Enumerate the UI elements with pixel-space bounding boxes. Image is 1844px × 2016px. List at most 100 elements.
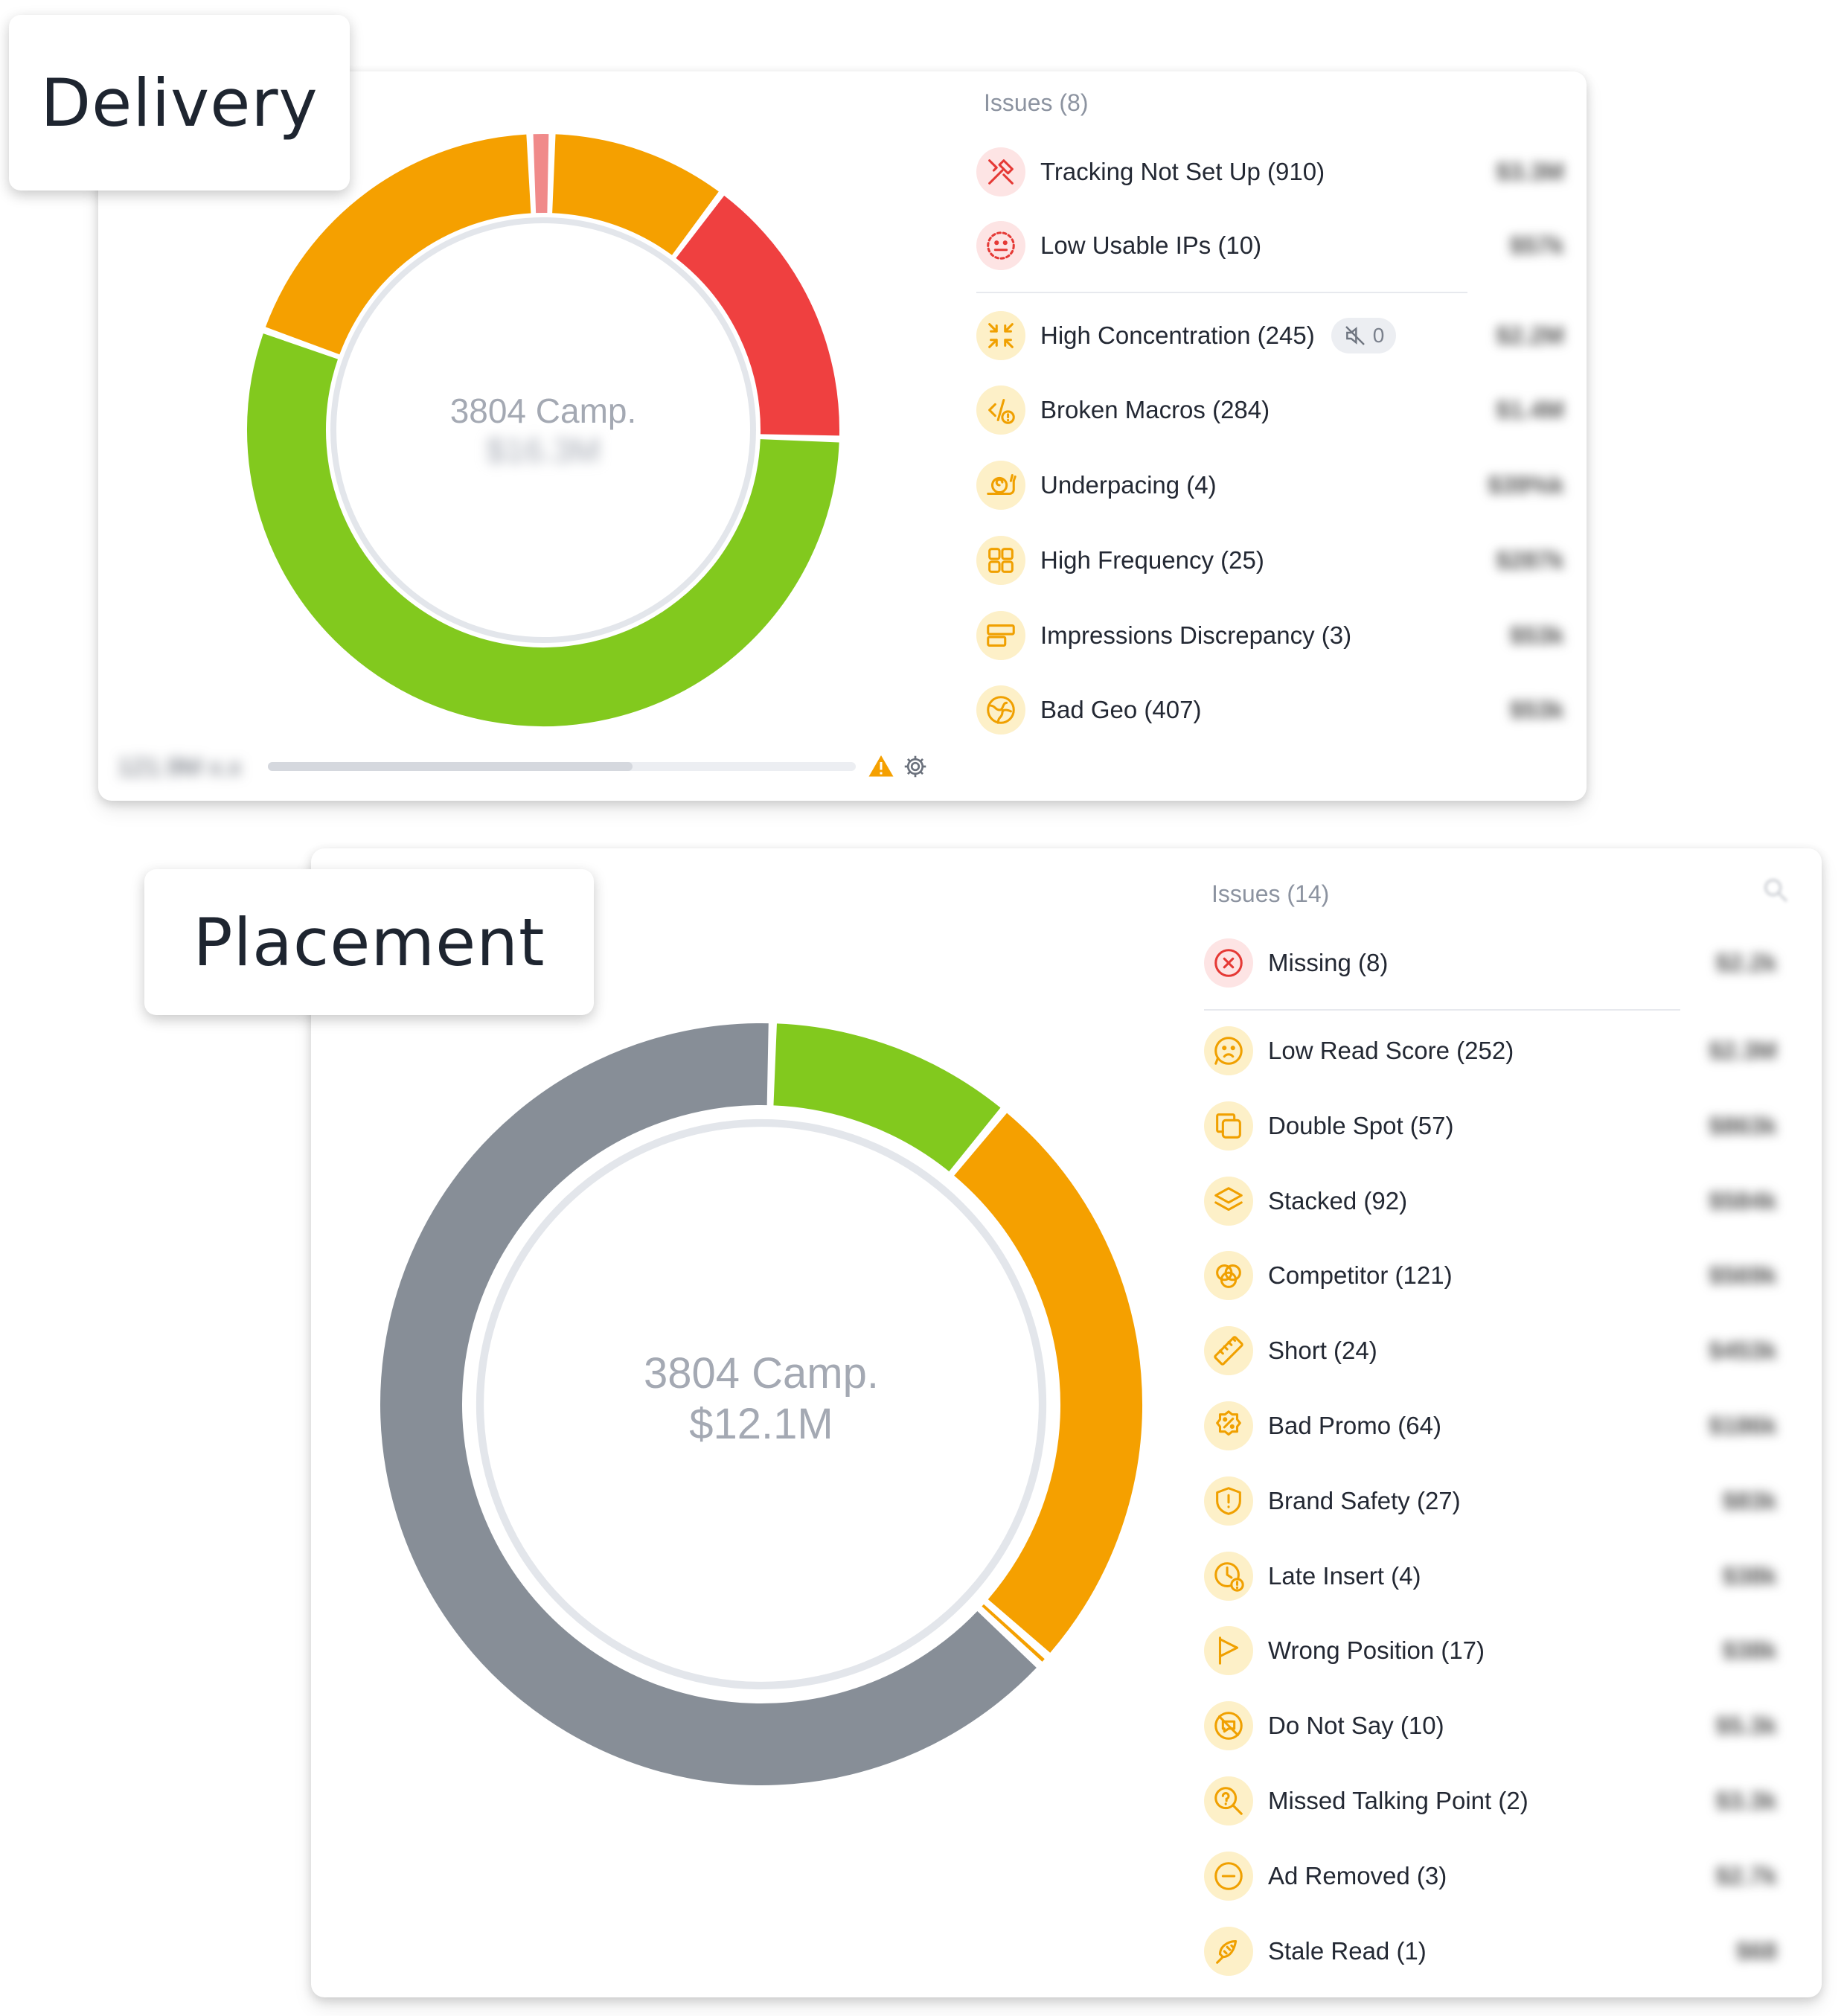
delivery-footer-stat: 121.9M x.x	[118, 753, 242, 781]
delivery-donut-inner-ring	[330, 217, 756, 643]
delivery-donut-segment-3[interactable]	[247, 333, 839, 726]
placement-issue-row[interactable]: Ad Removed (3) $2.7k	[1204, 1843, 1777, 1910]
placement-donut-segment-2[interactable]	[953, 1113, 1142, 1653]
code-warning-icon	[976, 385, 1025, 435]
placement-donut-segment-3[interactable]	[982, 1604, 1045, 1662]
placement-camp-count: 3804 Camp.	[644, 1349, 879, 1398]
delivery-issue-row[interactable]: Broken Macros (284) $1.4M	[976, 377, 1564, 444]
placement-issue-label: Do Not Say (10)	[1268, 1712, 1444, 1740]
bars-icon	[976, 611, 1025, 660]
compress-arrows-icon	[976, 311, 1025, 360]
placement-issue-label: Bad Promo (64)	[1268, 1412, 1441, 1439]
layers-icon	[1204, 1176, 1253, 1226]
placement-issue-row[interactable]: Late Insert (4) $38k	[1204, 1543, 1777, 1610]
delivery-issue-label: High Frequency (25)	[1040, 546, 1264, 574]
delivery-issue-label: Low Usable IPs (10)	[1040, 231, 1262, 259]
neutral-face-icon	[976, 221, 1025, 270]
delivery-issue-label: High Concentration (245)	[1040, 321, 1315, 349]
placement-issue-label: Missing (8)	[1268, 949, 1389, 976]
delivery-issues-divider	[976, 292, 1467, 293]
delivery-donut-segment-4[interactable]	[265, 134, 532, 356]
venn-icon	[1204, 1251, 1253, 1301]
delivery-donut-segment-2[interactable]	[675, 195, 839, 436]
placement-issues-header: Issues (14)	[1211, 880, 1330, 907]
delivery-issue-label: Impressions Discrepancy (3)	[1040, 621, 1352, 649]
delivery-section-label: Delivery	[9, 15, 350, 191]
delivery-issue-label: Underpacing (4)	[1040, 471, 1217, 499]
placement-section-label: Placement	[144, 869, 594, 1015]
placement-issue-row[interactable]: Missing (8) $2.2k	[1204, 929, 1777, 996]
placement-donut-inner-ring	[476, 1119, 1047, 1690]
delivery-issue-row[interactable]: Tracking Not Set Up (910) $3.3M	[976, 138, 1564, 205]
delivery-issue-row[interactable]: High Concentration (245) 0 $2.2M	[976, 302, 1564, 369]
placement-title: Placement	[193, 903, 545, 981]
placement-issue-value: $3.3k	[1715, 1787, 1777, 1814]
shield-icon	[1204, 1476, 1253, 1526]
placement-issue-row[interactable]: Short (24) $453k	[1204, 1317, 1777, 1384]
placement-issue-row[interactable]: Double Spot (57) $863k	[1204, 1092, 1777, 1159]
delivery-total-amount: $16.3M	[486, 431, 601, 470]
delivery-donut-segment-1[interactable]	[551, 134, 719, 256]
placement-donut-chart	[380, 1023, 1142, 1785]
placement-issue-value: $453k	[1709, 1337, 1777, 1365]
clock-warning-icon	[1204, 1551, 1253, 1601]
delivery-progress-fill	[268, 762, 633, 771]
globe-icon	[976, 685, 1025, 735]
delivery-camp-count: 3804 Camp.	[449, 391, 637, 430]
placement-issue-label: Competitor (121)	[1268, 1261, 1453, 1290]
delivery-issue-row[interactable]: Low Usable IPs (10) $57k	[976, 212, 1564, 279]
speaker-muted-icon	[1345, 326, 1365, 345]
delivery-issue-value: $57k	[1509, 231, 1564, 259]
delivery-issue-value: $1.4M	[1496, 396, 1564, 423]
placement-issue-label: Missed Talking Point (2)	[1268, 1787, 1528, 1814]
placement-issue-label: Stale Read (1)	[1268, 1936, 1427, 1965]
flag-icon	[1204, 1626, 1253, 1676]
delivery-issue-label: Bad Geo (407)	[1040, 696, 1202, 723]
placement-issue-value: $2.3M	[1709, 1037, 1777, 1064]
ruler-icon	[1204, 1326, 1253, 1376]
placement-issue-row[interactable]: Bad Promo (64) $186k	[1204, 1392, 1777, 1459]
delivery-issue-value: $3.3M	[1496, 158, 1564, 185]
placement-issue-row[interactable]: Brand Safety (27) $83k	[1204, 1468, 1777, 1535]
delivery-card	[98, 71, 1587, 801]
placement-donut-segment-1[interactable]	[772, 1023, 1001, 1172]
delivery-issue-label: Broken Macros (284)	[1040, 396, 1270, 423]
tools-icon	[976, 147, 1025, 196]
placement-issue-value: $5.3k	[1715, 1712, 1777, 1740]
delivery-issue-row[interactable]: Bad Geo (407) $53k	[976, 676, 1564, 743]
placement-issue-row[interactable]: Stacked (92) $584k	[1204, 1168, 1777, 1235]
delivery-issues-header: Issues (8)	[984, 89, 1089, 116]
percent-badge-icon	[1204, 1401, 1253, 1450]
placement-issue-row[interactable]: Stale Read (1) $68	[1204, 1918, 1777, 1985]
placement-issues-divider	[1204, 1009, 1680, 1011]
settings-gear-icon[interactable]	[902, 753, 929, 780]
placement-issue-row[interactable]: Low Read Score (252) $2.3M	[1204, 1017, 1777, 1084]
delivery-issue-row[interactable]: Impressions Discrepancy (3) $53k	[976, 602, 1564, 669]
placement-issue-value: $38k	[1722, 1636, 1777, 1665]
placement-issue-value: $83k	[1722, 1486, 1777, 1514]
search-icon[interactable]	[1761, 875, 1790, 905]
copy-icon	[1204, 1101, 1253, 1151]
delivery-title: Delivery	[40, 64, 318, 141]
placement-issue-value: $2.7k	[1715, 1861, 1777, 1889]
placement-issue-row[interactable]: Wrong Position (17) $38k	[1204, 1617, 1777, 1684]
placement-issue-row[interactable]: Missed Talking Point (2) $3.3k	[1204, 1767, 1777, 1834]
delivery-issue-value: $2.2M	[1496, 321, 1564, 349]
placement-issue-row[interactable]: Competitor (121) $569k	[1204, 1242, 1777, 1309]
placement-donut-segment-4[interactable]	[380, 1023, 1037, 1785]
placement-issue-label: Double Spot (57)	[1268, 1111, 1454, 1139]
delivery-issues-list: Tracking Not Set Up (910) $3.3M Low Usable…	[976, 0, 1572, 744]
delivery-issue-row[interactable]: Underpacing (4) $39%k	[976, 452, 1564, 519]
warning-icon[interactable]	[868, 753, 894, 780]
grid-icon	[976, 536, 1025, 585]
delivery-issue-value: $287k	[1496, 546, 1564, 574]
delivery-issue-label: Tracking Not Set Up (910)	[1040, 158, 1325, 185]
delivery-issue-row[interactable]: High Frequency (25) $287k	[976, 527, 1564, 594]
sad-face-icon	[1204, 1026, 1253, 1075]
muted-count-badge[interactable]: 0	[1331, 318, 1397, 353]
placement-issue-label: Stacked (92)	[1268, 1186, 1408, 1215]
placement-issue-row[interactable]: Do Not Say (10) $5.3k	[1204, 1692, 1777, 1759]
placement-issue-value: $68	[1735, 1936, 1777, 1965]
placement-issue-label: Short (24)	[1268, 1337, 1377, 1365]
no-speech-icon	[1204, 1701, 1253, 1751]
